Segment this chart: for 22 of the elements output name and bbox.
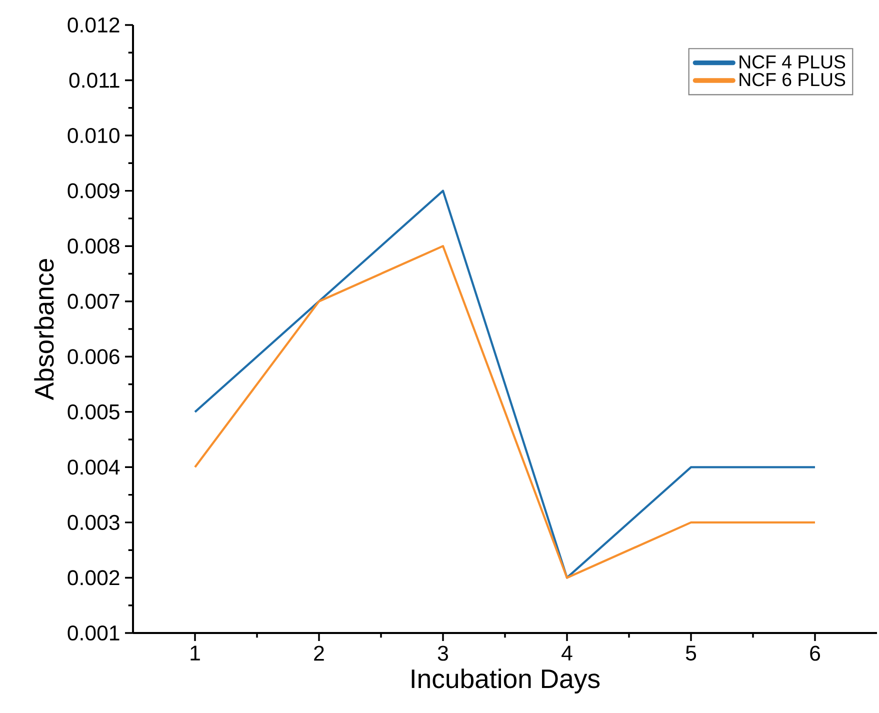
y-tick-label: 0.006: [68, 349, 120, 364]
y-tick-label: 0.012: [68, 17, 120, 33]
y-tick-label: 0.002: [68, 570, 120, 586]
y-tick-label: 0.005: [68, 404, 120, 420]
y-tick-label: 0.011: [69, 72, 120, 88]
x-axis-title: Incubation Days: [412, 668, 600, 694]
y-tick-label: 0.001: [68, 625, 120, 641]
x-tick-label: 1: [190, 646, 200, 660]
y-axis-title: Absorbance: [34, 259, 54, 400]
x-tick-label: 3: [438, 646, 448, 661]
y-tick-label: 0.003: [68, 514, 120, 530]
y-tick-label: 0.008: [68, 238, 120, 254]
y-tick-label: 0.004: [68, 460, 120, 475]
y-tick-label: 0.010: [68, 128, 120, 144]
x-tick-label: 4: [562, 646, 572, 660]
y-tick-label: 0.007: [68, 294, 120, 309]
x-tick-label: 6: [810, 646, 820, 661]
legend-label: NCF 6 PLUS: [740, 72, 846, 86]
legend-label: NCF 4 PLUS: [740, 55, 846, 69]
x-tick-label: 5: [686, 646, 696, 661]
y-tick-label: 0.009: [68, 183, 120, 198]
x-tick-label: 2: [314, 646, 324, 661]
